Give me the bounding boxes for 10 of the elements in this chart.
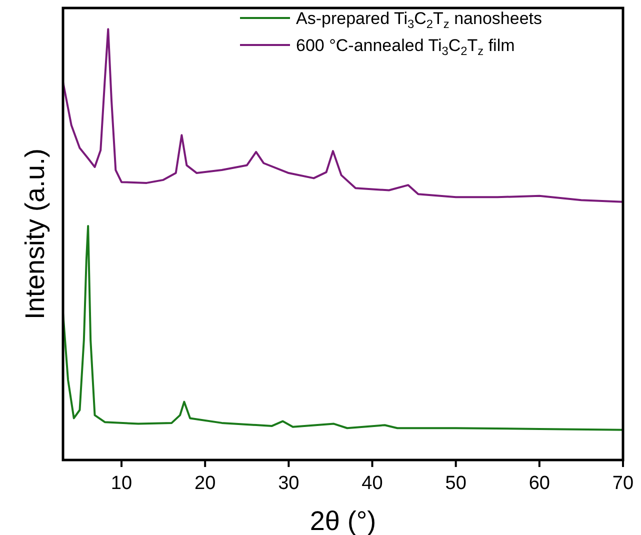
y-axis-title: Intensity (a.u.) <box>20 148 50 320</box>
x-tick-label: 50 <box>445 473 466 494</box>
legend-label: 600 °C-annealed Ti$_{3}$C$_{2}$T$_{z}$ film <box>296 36 515 58</box>
x-tick-label: 30 <box>278 473 300 494</box>
legend-label: As-prepared Ti$_{3}$C$_{2}$T$_{z}$ nanosheets <box>296 9 542 31</box>
x-tick-label: 20 <box>194 473 216 494</box>
x-tick-label: 70 <box>612 473 634 494</box>
x-tick-label: 40 <box>362 473 383 494</box>
x-tick-label: 10 <box>110 473 132 494</box>
x-tick-label: 60 <box>528 473 550 494</box>
